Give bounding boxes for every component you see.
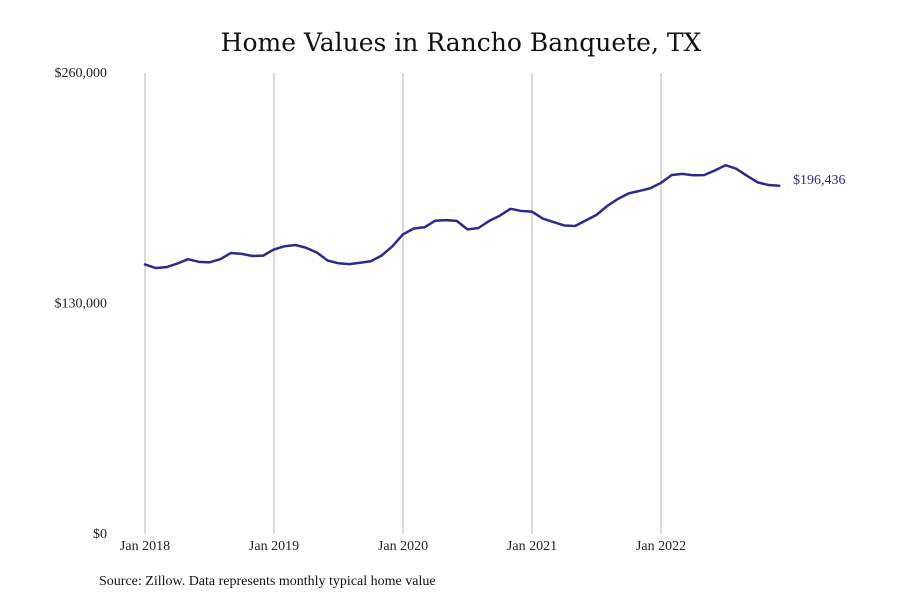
x-tick-label: Jan 2020 bbox=[378, 539, 428, 554]
series-line-0 bbox=[143, 163, 781, 270]
end-value-label: $196,436 bbox=[793, 173, 846, 188]
y-tick-label: $260,000 bbox=[55, 66, 108, 81]
series-layer bbox=[143, 163, 781, 270]
x-tick-label: Jan 2021 bbox=[507, 539, 557, 554]
x-tick-label: Jan 2022 bbox=[636, 539, 686, 554]
y-tick-label: $130,000 bbox=[55, 297, 108, 312]
chart-title: Home Values in Rancho Banquete, TX bbox=[221, 28, 702, 57]
y-tick-label: $0 bbox=[93, 527, 107, 542]
y-axis-tick-labels: $0 $130,000 $260,000 bbox=[55, 66, 108, 542]
x-axis-tick-labels: Jan 2018 Jan 2019 Jan 2020 Jan 2021 Jan 2022 bbox=[120, 539, 686, 554]
source-note: Source: Zillow. Data represents monthly … bbox=[99, 574, 436, 589]
gridlines bbox=[144, 73, 662, 534]
x-tick-label: Jan 2018 bbox=[120, 539, 170, 554]
x-tick-label: Jan 2019 bbox=[249, 539, 299, 554]
